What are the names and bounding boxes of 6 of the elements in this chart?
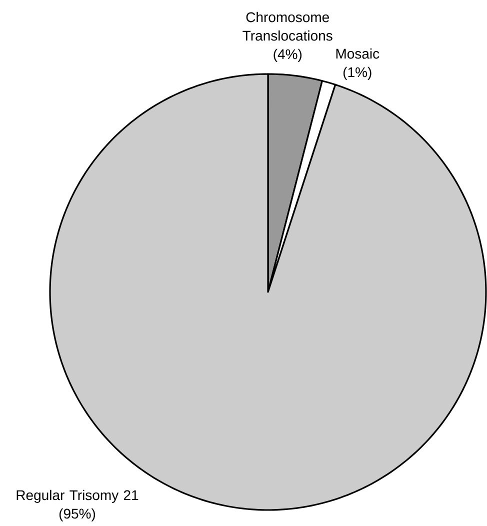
data-label: (4%): [274, 48, 302, 62]
data-label: (1%): [343, 66, 372, 80]
slice-label: Chromosome Translocations: [242, 12, 332, 41]
data-label: (95%): [59, 508, 96, 522]
slice-label: Mosaic: [336, 48, 380, 59]
slice-label: Regular Trisomy 21: [16, 490, 138, 503]
